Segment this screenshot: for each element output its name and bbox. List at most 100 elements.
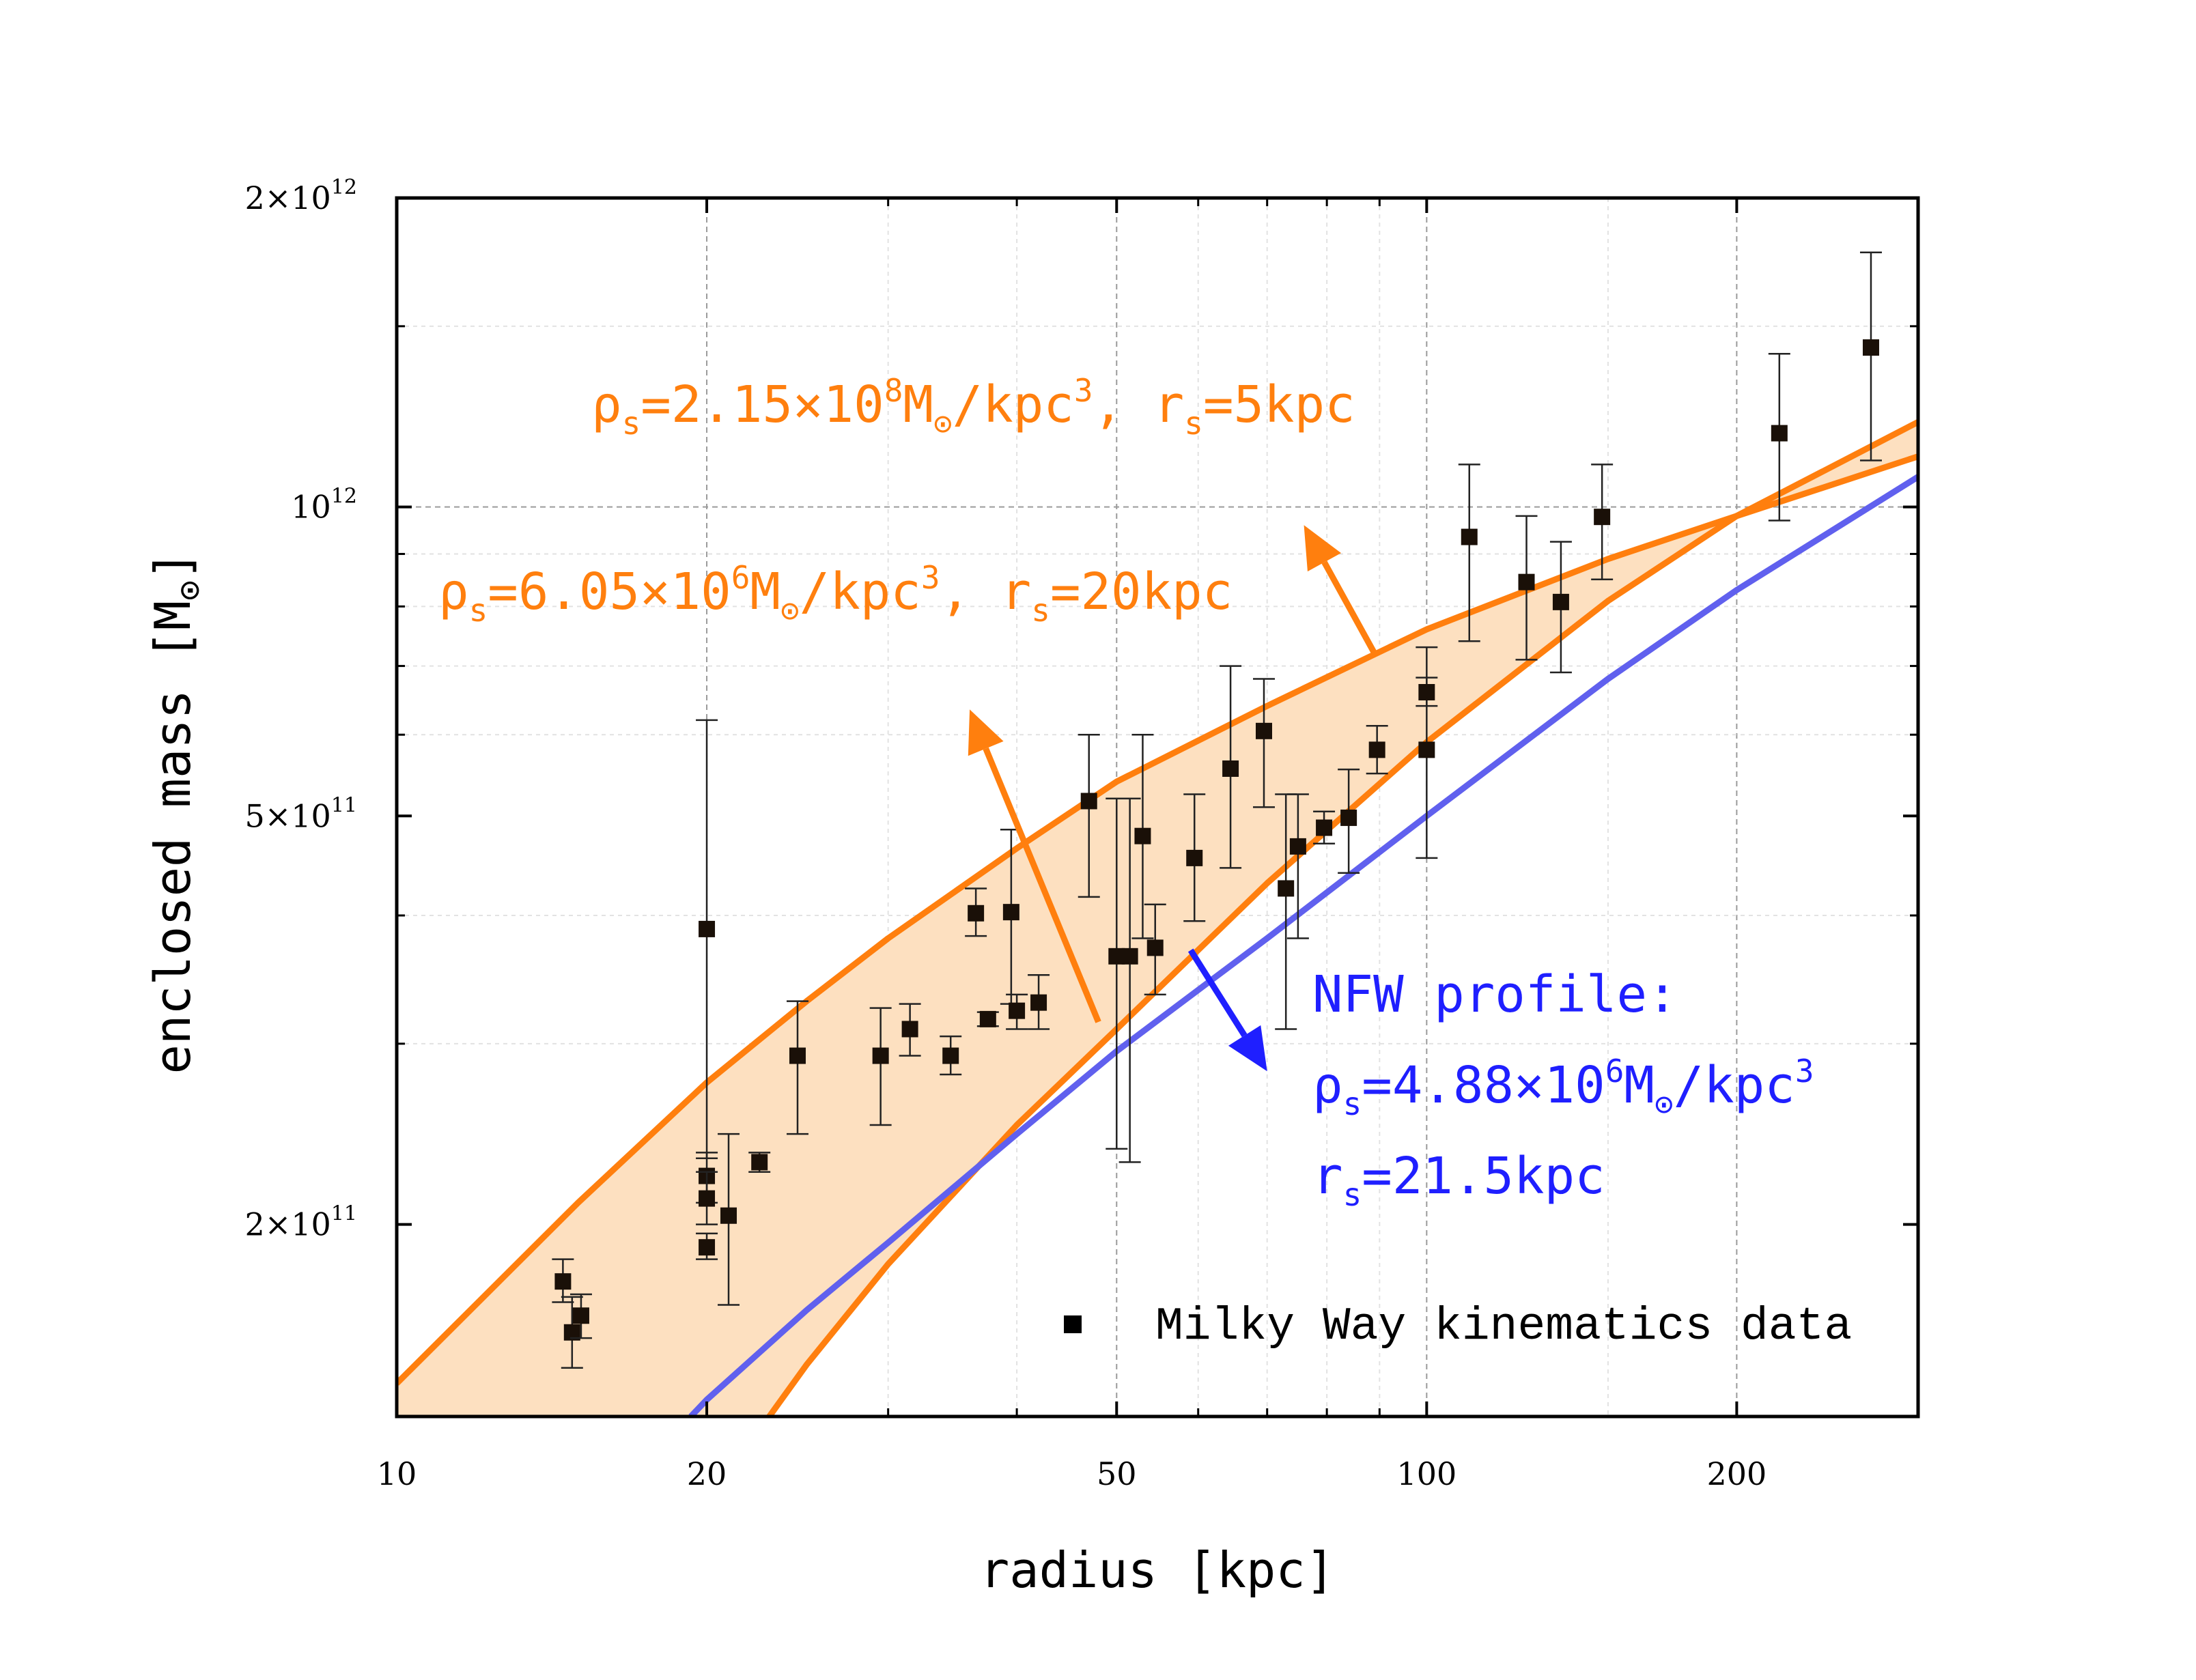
data-point: [1286, 793, 1309, 939]
ann1-tail-exp: 3: [1074, 372, 1093, 409]
y-tick-label: 2×1012: [244, 175, 357, 216]
legend-label: Milky Way kinematics data: [1155, 1300, 1852, 1353]
data-point: [748, 1152, 771, 1173]
ann3-exp: 6: [1605, 1053, 1624, 1090]
annotation-nfw-title: NFW profile:: [1312, 965, 1678, 1024]
ann2-rs-val: =20kpc: [1050, 563, 1233, 621]
data-point: [718, 1133, 740, 1306]
arrow-shaft: [1187, 948, 1248, 1038]
data-point: [1144, 903, 1166, 996]
data-marker: [1146, 939, 1164, 956]
legend: Milky Way kinematics data: [1064, 1300, 1852, 1353]
data-point: [1006, 993, 1028, 1030]
ann2-rs-sub: s: [1031, 592, 1050, 629]
annotation-arrow-ann2: [968, 709, 1101, 1023]
data-marker: [1009, 1002, 1026, 1019]
data-point: [1131, 733, 1154, 939]
data-marker: [1862, 339, 1879, 356]
data-marker: [942, 1047, 959, 1064]
x-tick-label: 20: [687, 1455, 727, 1492]
ann2-exp: 6: [731, 559, 750, 596]
data-point: [899, 1003, 921, 1057]
data-point: [1416, 677, 1438, 707]
ann1-sun: ⊙: [933, 405, 953, 442]
ann1-rho-sub: s: [622, 405, 641, 442]
ann3-eq: =4.88×10: [1362, 1056, 1605, 1115]
data-points: [552, 251, 1882, 1369]
model-line-1: [397, 453, 1918, 1386]
ann1-rs-sub: s: [1184, 405, 1203, 442]
data-marker: [1186, 849, 1203, 866]
ann2-sep: , r: [940, 563, 1032, 621]
data-marker: [699, 1239, 716, 1256]
annotation-nfw-rho: ρs=4.88×106M⊙/kpc3: [1312, 1053, 1814, 1122]
data-marker: [1255, 722, 1272, 739]
x-tick-label: 10: [377, 1455, 417, 1492]
data-marker: [1418, 684, 1435, 701]
data-point: [1591, 464, 1614, 581]
data-marker: [968, 905, 985, 922]
ann3-unit: M: [1624, 1056, 1655, 1115]
ann1-tail: /kpc: [953, 375, 1074, 434]
data-point: [940, 1035, 962, 1076]
data-point: [1366, 725, 1388, 775]
data-marker: [1121, 948, 1138, 965]
data-point: [1252, 678, 1275, 808]
y-axis-title-close: ]: [144, 550, 201, 580]
ann3-tail-exp: 3: [1795, 1053, 1814, 1090]
data-marker: [1552, 593, 1569, 610]
model-band-fill: [397, 422, 1918, 1416]
data-point: [569, 1293, 592, 1339]
data-marker: [872, 1047, 889, 1064]
data-point: [696, 1171, 718, 1225]
data-marker: [901, 1021, 918, 1038]
plot-frame: [395, 196, 1920, 1419]
data-marker: [789, 1047, 806, 1064]
data-marker: [1134, 827, 1151, 844]
ann2-rho-sub: s: [469, 592, 488, 629]
ann3-tail: /kpc: [1674, 1056, 1795, 1115]
arrow-head: [968, 709, 1004, 756]
data-marker: [1340, 809, 1357, 826]
data-marker: [1278, 880, 1295, 897]
data-point: [1220, 665, 1242, 869]
ann3-rs-sub: s: [1343, 1176, 1362, 1213]
y-tick-label: 5×1011: [244, 793, 357, 834]
data-point: [1183, 793, 1206, 922]
data-point: [1458, 464, 1480, 642]
y-axis-title: enclosed mass [M⊙]: [144, 550, 209, 1074]
ann3-rho-sub: s: [1343, 1085, 1362, 1122]
annotation-rho-6-05e6: ρs=6.05×106M⊙/kpc3, rs=20kpc: [438, 559, 1233, 629]
data-marker: [1080, 793, 1097, 810]
x-tick-label: 50: [1097, 1455, 1137, 1492]
annotation-nfw-rs: rs=21.5kpc: [1312, 1147, 1605, 1213]
ann3-rs: r: [1312, 1147, 1343, 1206]
data-marker: [1368, 741, 1385, 758]
data-marker: [1316, 819, 1333, 836]
data-point: [1313, 810, 1336, 844]
data-point: [1028, 973, 1050, 1030]
ann2-tail-exp: 3: [921, 559, 940, 596]
arrow-head: [1228, 1025, 1267, 1072]
arrow-shaft: [983, 747, 1101, 1023]
annotation-arrow-ann1: [1304, 525, 1377, 655]
y-axis-title-sun: ⊙: [169, 580, 209, 601]
ann2-rho: ρ: [438, 563, 469, 621]
ann2-unit: M: [750, 563, 780, 621]
ann2-sun: ⊙: [780, 592, 800, 629]
ann1-exp: 8: [884, 372, 903, 409]
data-point: [1078, 733, 1100, 898]
tick-layer: 10 20 50 100 200 2×1012 1012 5×1011 2×1011: [244, 175, 1919, 1492]
data-point: [1275, 793, 1297, 1030]
data-point: [552, 1258, 574, 1303]
data-point: [1118, 797, 1141, 1163]
data-marker: [979, 1010, 996, 1027]
ann3-sun: ⊙: [1655, 1085, 1674, 1122]
legend-marker: [1064, 1315, 1082, 1333]
data-point: [1549, 541, 1572, 674]
data-marker: [1289, 838, 1306, 855]
data-marker: [572, 1307, 589, 1324]
ann1-eq: =2.15×10: [640, 375, 884, 434]
data-point: [1768, 353, 1790, 522]
